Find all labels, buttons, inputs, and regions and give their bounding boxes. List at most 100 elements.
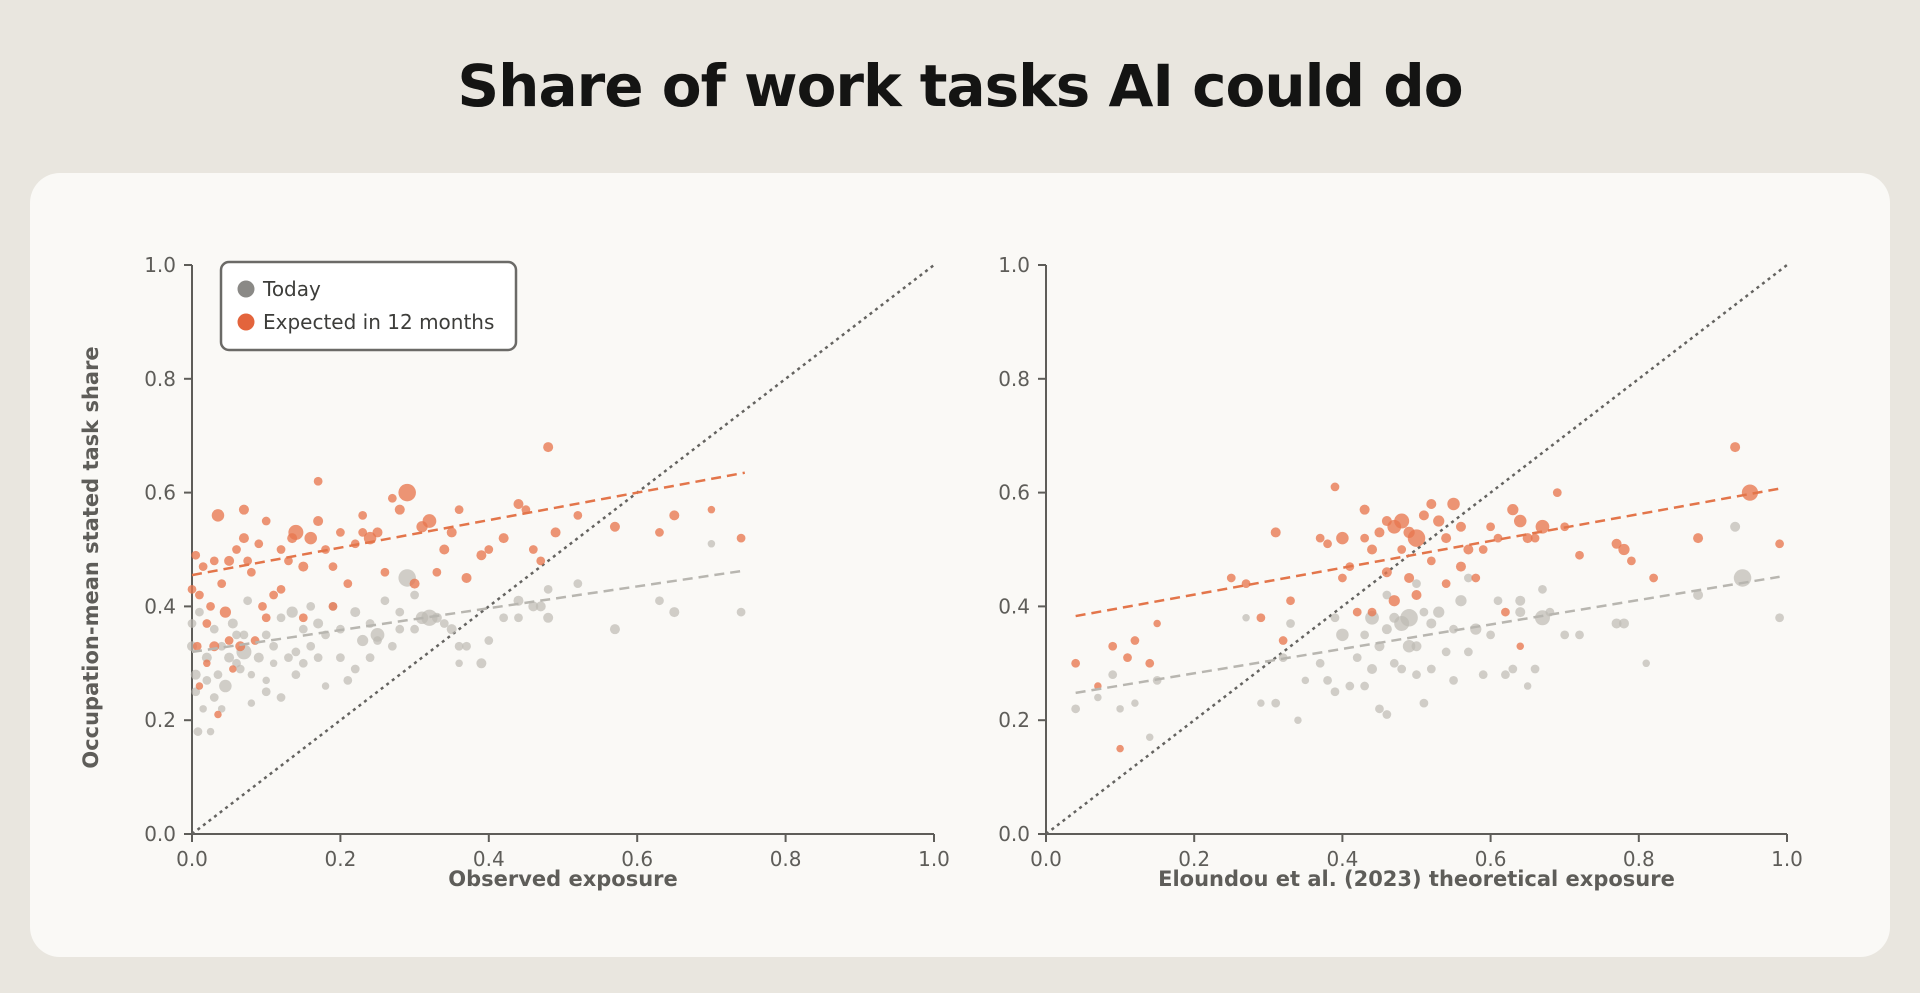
data-point-expected [1367, 544, 1378, 555]
data-point-today [1419, 607, 1429, 617]
data-point-expected [195, 590, 204, 600]
data-point-expected [528, 545, 538, 554]
data-point-expected [195, 682, 204, 690]
data-point-today [431, 612, 442, 623]
data-point-today [269, 659, 278, 668]
data-point-expected [1775, 539, 1784, 549]
data-point-expected [1455, 521, 1466, 532]
data-point-today [1330, 613, 1340, 623]
data-point-today [609, 624, 620, 635]
data-point-expected [1360, 533, 1370, 543]
data-point-expected [1071, 658, 1081, 668]
data-point-expected [288, 524, 304, 540]
x-tick-label: 0.6 [621, 847, 653, 871]
data-point-expected [229, 665, 237, 673]
data-point-today [1538, 584, 1547, 594]
x-tick-label: 1.0 [1771, 847, 1803, 871]
x-tick-label: 0.4 [1326, 847, 1358, 871]
data-point-today [573, 579, 583, 589]
data-point-expected [1241, 579, 1251, 589]
chart-panel-2: 0.0 0.2 0.4 0.6 0.8 1.0 0.0 0.2 0.4 0.6 0.8 1.0 Elou… [998, 253, 1803, 891]
data-point-today [199, 705, 207, 713]
page-title: Share of work tasks AI could do [457, 52, 1463, 120]
data-point-expected [1513, 514, 1527, 528]
data-point-expected [476, 550, 487, 561]
data-point-today [343, 675, 353, 685]
data-point-expected [235, 641, 246, 652]
data-point-today [1352, 653, 1362, 662]
data-point-today [291, 670, 301, 680]
data-point-today [439, 619, 449, 628]
data-point-today [1463, 573, 1473, 583]
data-point-expected [1323, 539, 1332, 549]
y-tick-label: 0.2 [998, 708, 1030, 732]
data-point-today [528, 601, 539, 612]
data-point-today [1426, 664, 1436, 674]
data-point-expected [1501, 607, 1510, 617]
data-point-today [1433, 606, 1445, 618]
data-point-today [1411, 641, 1422, 652]
data-point-expected [1741, 484, 1759, 501]
data-point-today [1397, 664, 1407, 674]
x-tick-label: 0.0 [176, 847, 208, 871]
data-point-today [201, 652, 212, 663]
data-point-today [193, 727, 203, 736]
data-point-expected [1394, 513, 1410, 529]
data-point-today [261, 687, 271, 697]
data-point-today [476, 658, 487, 669]
data-point-today [306, 602, 316, 611]
data-point-today [1486, 630, 1495, 640]
data-point-today [1426, 618, 1437, 629]
data-point-expected [1286, 596, 1295, 606]
data-point-expected [372, 527, 383, 538]
series-expected-points [187, 442, 746, 719]
data-point-today [213, 670, 223, 680]
data-point-today [1419, 698, 1429, 708]
data-point-today [1493, 596, 1503, 606]
parity-reference-line [1045, 264, 1788, 835]
data-point-expected [246, 567, 256, 577]
data-point-expected [1418, 510, 1429, 521]
data-point-today [253, 652, 264, 663]
data-point-expected [609, 521, 620, 532]
data-point-today [1530, 664, 1540, 674]
data-point-today [313, 618, 324, 629]
data-point-expected [1447, 497, 1460, 511]
data-point-today [243, 596, 253, 606]
data-point-expected [192, 641, 202, 651]
y-tick-label: 0.6 [144, 481, 176, 505]
data-point-today [202, 675, 212, 685]
data-point-expected [1516, 642, 1524, 650]
y-tick-label: 1.0 [144, 253, 176, 277]
y-tick-label: 0.0 [998, 822, 1030, 846]
legend-swatch-1 [237, 313, 255, 331]
data-point-today [1575, 630, 1584, 640]
data-point-today [269, 641, 278, 651]
data-point-expected [261, 613, 271, 623]
data-point-today [380, 596, 390, 606]
data-point-expected [432, 567, 442, 577]
data-point-today [187, 619, 197, 628]
data-point-expected [1116, 744, 1124, 753]
data-point-expected [1552, 488, 1562, 497]
data-point-expected [261, 516, 271, 526]
data-point-expected [1153, 619, 1161, 628]
data-point-today [446, 624, 457, 635]
data-point-expected [498, 533, 509, 544]
data-point-today [1382, 590, 1392, 600]
data-point-expected [1411, 590, 1422, 601]
data-point-expected [243, 556, 253, 566]
data-point-expected [484, 545, 494, 554]
data-point-today [1389, 658, 1399, 668]
series-today-points [187, 540, 746, 736]
y-tick-label: 0.4 [998, 594, 1030, 618]
x-tick-label: 0.8 [1623, 847, 1655, 871]
data-point-expected [1145, 658, 1155, 668]
data-point-expected [217, 579, 227, 589]
data-point-today [1412, 670, 1421, 680]
data-point-expected [1575, 550, 1584, 560]
data-point-today [191, 687, 201, 697]
data-point-today [350, 664, 360, 674]
data-point-today [1515, 595, 1526, 606]
data-point-today [262, 676, 270, 685]
